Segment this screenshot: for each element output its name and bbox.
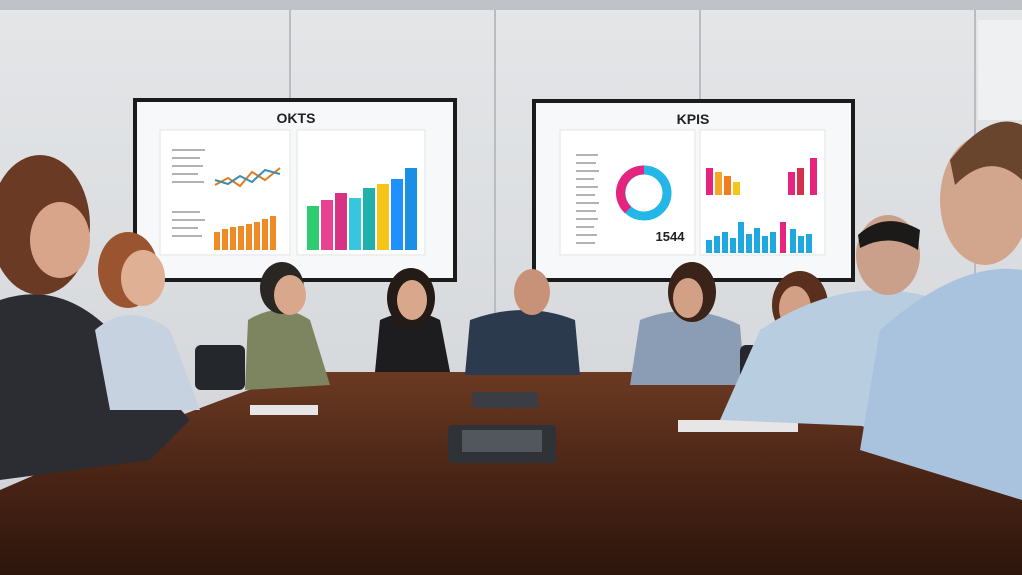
ceiling (0, 0, 1022, 10)
screen-left: OKTS (133, 98, 457, 282)
screen-title: OKTS (277, 110, 316, 126)
screen-right: KPIS 1544 (532, 99, 855, 282)
doorway (978, 20, 1022, 120)
tablet (678, 420, 798, 432)
screen-title: KPIS (677, 111, 710, 127)
kpi-figure: 1544 (656, 229, 686, 244)
people (0, 121, 1022, 500)
notebook (250, 405, 318, 415)
conference-device (472, 392, 538, 408)
